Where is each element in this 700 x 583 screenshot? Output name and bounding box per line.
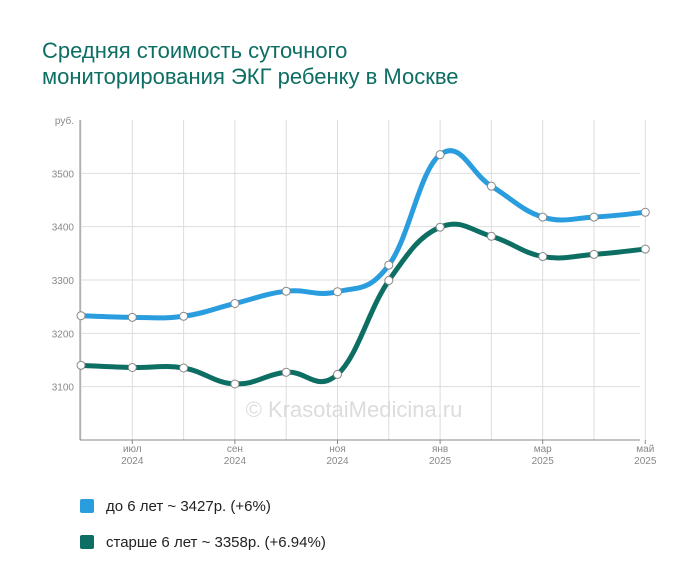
data-point <box>385 261 393 269</box>
data-point <box>128 313 136 321</box>
data-point <box>77 361 85 369</box>
chart-series <box>81 151 645 384</box>
legend-item-series-2[interactable]: старше 6 лет ~ 3358р. (+6.94%) <box>80 524 326 560</box>
data-point <box>539 253 547 261</box>
x-tick-label-month: янв <box>432 444 448 455</box>
data-point <box>77 312 85 320</box>
x-tick-label-year: 2025 <box>634 456 657 467</box>
data-point <box>487 232 495 240</box>
y-tick-label: 3200 <box>52 329 75 340</box>
y-tick-label: 3300 <box>52 276 75 287</box>
data-point <box>590 250 598 258</box>
series-line-1 <box>81 151 645 318</box>
x-tick-label-year: 2025 <box>429 456 452 467</box>
legend-item-series-1[interactable]: до 6 лет ~ 3427р. (+6%) <box>80 488 326 524</box>
y-unit-label: руб. <box>55 115 74 127</box>
x-tick-label-year: 2024 <box>224 456 247 467</box>
x-tick-label-month: мар <box>534 444 552 455</box>
data-point <box>590 213 598 221</box>
data-point <box>641 208 649 216</box>
series-line-2 <box>81 224 645 384</box>
x-tick-label-year: 2024 <box>326 456 349 467</box>
y-tick-label: 3400 <box>52 223 75 234</box>
chart-grid <box>80 120 645 440</box>
data-point <box>539 213 547 221</box>
legend: до 6 лет ~ 3427р. (+6%) старше 6 лет ~ 3… <box>80 488 326 560</box>
legend-label-series-2: старше 6 лет ~ 3358р. (+6.94%) <box>106 534 326 551</box>
data-point <box>128 363 136 371</box>
x-tick-label-month: ноя <box>329 444 346 455</box>
x-tick-label-year: 2025 <box>532 456 555 467</box>
x-tick-label-year: 2024 <box>121 456 144 467</box>
legend-swatch-series-1 <box>80 499 94 513</box>
x-tick-label-month: июл <box>123 444 142 455</box>
y-tick-label: 3500 <box>52 169 75 180</box>
data-point <box>436 223 444 231</box>
legend-swatch-series-2 <box>80 535 94 549</box>
data-point <box>334 288 342 296</box>
data-point <box>487 182 495 190</box>
x-tick-label-month: май <box>636 444 654 455</box>
watermark-text: © KrasotaiMedicina.ru <box>246 397 463 422</box>
data-point <box>231 299 239 307</box>
data-point <box>282 368 290 376</box>
data-point <box>231 380 239 388</box>
data-point <box>180 364 188 372</box>
chart-points <box>77 151 649 388</box>
legend-label-series-1: до 6 лет ~ 3427р. (+6%) <box>106 498 271 515</box>
data-point <box>282 287 290 295</box>
y-tick-label: 3100 <box>52 383 75 394</box>
data-point <box>436 151 444 159</box>
data-point <box>334 370 342 378</box>
data-point <box>385 277 393 285</box>
data-point <box>180 312 188 320</box>
data-point <box>641 245 649 253</box>
x-tick-label-month: сен <box>227 444 243 455</box>
